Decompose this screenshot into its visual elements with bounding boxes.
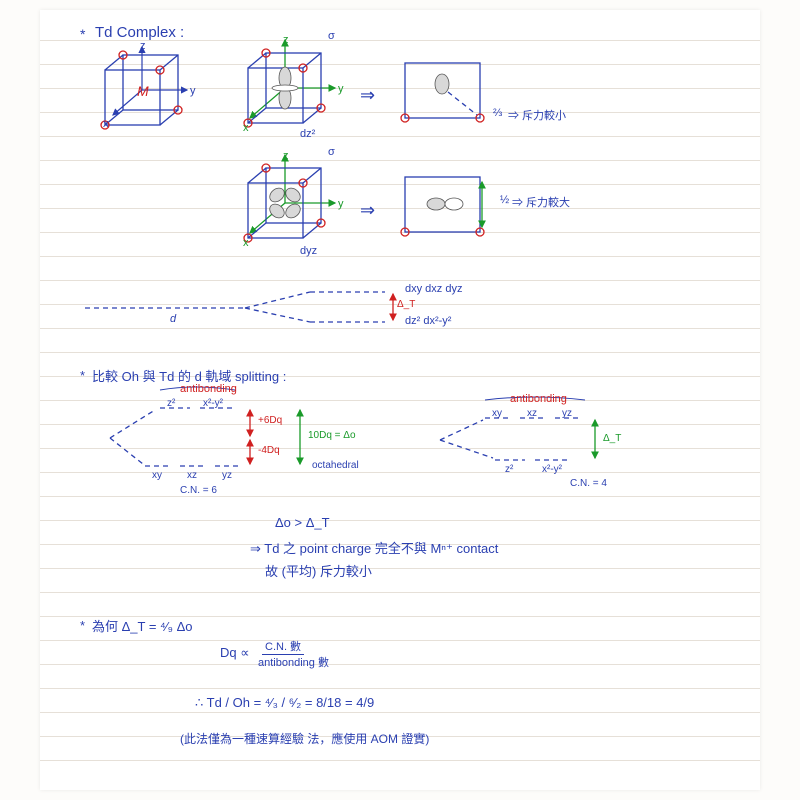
cube3-label: dyz [300, 245, 317, 257]
form-fb: antibonding 數 [258, 654, 329, 670]
concl-l1: Δo > Δ_T [275, 515, 330, 530]
split-delta: Δ_T [397, 299, 415, 310]
cube1-M: M [137, 83, 149, 99]
cube2-label: dz² [300, 128, 315, 140]
ruled-line [40, 712, 760, 713]
split-upper: dxy dxz dyz [405, 283, 462, 295]
oh-ten: 10Dq = Δo [308, 430, 356, 441]
form-l1: Dq ∝ [220, 645, 250, 661]
td-t1: xy [492, 408, 502, 419]
cube3-x: x [243, 237, 249, 249]
sec1-title: Td Complex : [95, 24, 184, 41]
ruled-line [40, 520, 760, 521]
cube1-z: z [140, 40, 146, 52]
oh-p6: +6Dq [258, 415, 282, 426]
split-d: d [170, 313, 176, 325]
cube2-y: y [338, 83, 344, 95]
cube3-z: z [283, 150, 289, 162]
cube1-x: x [103, 118, 109, 130]
ruled-line [40, 760, 760, 761]
form-note: (此法僅為一種速算經驗 法，應使用 AOM 證實) [180, 730, 429, 747]
form-eq: ∴ Td / Oh = ⁴⁄₃ / ⁶⁄₂ = 8/18 = 4/9 [195, 695, 374, 711]
oh-t2: x²-y² [203, 398, 223, 409]
oh-name: octahedral [312, 460, 359, 471]
oh-b3: yz [222, 470, 232, 481]
td-anti: antibonding [510, 393, 567, 405]
sidebox1 [400, 58, 490, 128]
ruled-line [40, 352, 760, 353]
td-diagram [435, 398, 645, 498]
cube3 [235, 155, 345, 260]
arrow-1: ⇒ [360, 85, 375, 106]
sec1-star: * [80, 26, 85, 42]
oh-diagram [105, 388, 345, 498]
ruled-line [40, 568, 760, 569]
ruled-line [40, 664, 760, 665]
oh-b1: xy [152, 470, 162, 481]
arrow-2: ⇒ [360, 200, 375, 221]
side1-frac: ⅔ [493, 107, 502, 119]
td-t2: xz [527, 408, 537, 419]
td-delta: Δ_T [603, 433, 621, 444]
cube2-x: x [243, 122, 249, 134]
concl-l3: 故 (平均) 斥力較小 [265, 561, 372, 580]
ruled-line [40, 688, 760, 689]
side2-frac: ½ [500, 194, 509, 206]
ruled-line [40, 256, 760, 257]
td-b1: z² [505, 464, 513, 475]
oh-anti: antibonding [180, 383, 237, 395]
notebook-page: // lines will be created after, but we n… [40, 10, 760, 790]
ruled-line [40, 640, 760, 641]
td-b2: x²-y² [542, 464, 562, 475]
sec2-star: * [80, 368, 85, 383]
oh-cn: C.N. = 6 [180, 485, 217, 496]
cube3-sym: σ [328, 146, 335, 158]
oh-t1: z² [167, 398, 175, 409]
ruled-line [40, 592, 760, 593]
cube2-sym: σ [328, 30, 335, 42]
form-ft: C.N. 數 [262, 638, 304, 655]
sidebox2 [400, 172, 490, 242]
ruled-line [40, 160, 760, 161]
split-lower: dz² dx²-y² [405, 315, 451, 327]
cube1-y: y [190, 85, 196, 97]
oh-b2: xz [187, 470, 197, 481]
td-cn: C.N. = 4 [570, 478, 607, 489]
oh-m4: -4Dq [258, 445, 280, 456]
td-t3: yz [562, 408, 572, 419]
cube2-z: z [283, 34, 289, 46]
sec3-star: * [80, 618, 85, 633]
cube2 [235, 40, 345, 145]
side2-note: ⇒ 斥力較大 [512, 194, 570, 210]
side1-note: ⇒ 斥力較小 [508, 107, 566, 123]
cube3-y: y [338, 198, 344, 210]
sec3-title: 為何 Δ_T = ⁴⁄₉ Δo [92, 616, 192, 635]
concl-l2: ⇒ Td 之 point charge 完全不與 Mⁿ⁺ contact [250, 538, 498, 557]
